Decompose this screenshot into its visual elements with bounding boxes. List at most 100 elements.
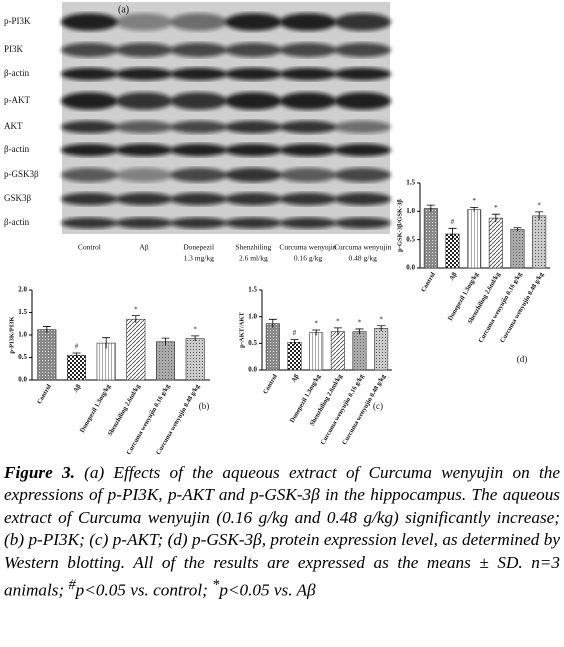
significance-marker: * (193, 326, 197, 334)
blot-column-dose: 2.6 ml/kg (239, 254, 268, 263)
blot-band (115, 217, 173, 229)
error-bar (355, 328, 364, 335)
blot-band (279, 13, 337, 31)
significance-marker: * (537, 202, 541, 210)
x-tick-label: Control (420, 271, 437, 293)
significance-marker: # (451, 218, 455, 226)
blot-band (334, 143, 392, 157)
error-bar (102, 337, 111, 349)
blot-band (115, 67, 173, 81)
bar (510, 229, 525, 269)
y-tick-label: 0.0 (18, 376, 27, 384)
x-tick-label: Curcuma wenyujin 0.48 g/kg (499, 271, 545, 344)
error-bar (535, 211, 544, 220)
bar (467, 209, 482, 269)
blot-band (334, 42, 392, 58)
blot-row-label: p-GSK3β (4, 169, 39, 179)
blot-column-label: Donepezil (183, 243, 214, 252)
significance-marker: # (293, 329, 297, 337)
blot-band (224, 120, 282, 134)
x-tick-label: Curcuma wenyujin 0.16 g/kg (319, 373, 365, 446)
blot-column-label: Control (78, 243, 101, 252)
bar (126, 318, 146, 381)
y-axis-label: p-AKT/AKT (238, 311, 245, 347)
blot-band (170, 120, 228, 134)
error-bar (377, 325, 386, 332)
x-tick-label: Aβ (72, 383, 82, 394)
bar (96, 342, 116, 381)
blot-column-dose: 0.48 g/kg (348, 254, 377, 263)
figure: (a) p-PI3K PI3K β-actin p-AKT AKT β-actin p-GS… (4, 2, 550, 456)
blot-band (170, 217, 228, 229)
x-tick-label: Control (262, 373, 279, 395)
y-tick-label: 0.5 (406, 235, 415, 243)
blot-band (60, 217, 118, 229)
blot-row-label: GSK3β (4, 193, 32, 203)
error-bar (161, 337, 170, 346)
panel-label: (b) (199, 401, 210, 411)
blot-band (279, 143, 337, 157)
x-tick-label: Aβ (290, 373, 300, 384)
blot-row-label: β-actin (4, 217, 30, 227)
significance-marker: * (379, 315, 383, 323)
blot-band (334, 92, 392, 110)
blot-row-label: p-PI3K (4, 16, 31, 26)
bar (185, 338, 205, 381)
significance-marker: * (134, 305, 138, 313)
blot-band (224, 67, 282, 81)
error-bar (290, 339, 299, 345)
error-bar (448, 227, 457, 240)
blot-column-label: Curcuma wenyujin (334, 243, 392, 252)
significance-marker: * (358, 319, 362, 327)
caption-text: p<0.05 vs. control; (75, 580, 213, 600)
y-tick-label: 0.0 (248, 366, 257, 374)
error-bar (42, 326, 51, 333)
panel-label: (d) (517, 354, 528, 364)
blot-band (115, 120, 173, 134)
caption-sup: * (212, 577, 220, 594)
blot-band (279, 92, 337, 110)
blot-band (170, 143, 228, 157)
y-tick-label: 0.5 (18, 353, 27, 361)
blot-band (115, 167, 173, 183)
bar (532, 215, 547, 269)
blot-band (170, 67, 228, 81)
blot-band (279, 120, 337, 134)
bar (352, 331, 367, 371)
significance-marker: * (472, 197, 476, 205)
blot-band (334, 120, 392, 134)
blot-column-label: Curcuma wenyujin (279, 243, 337, 252)
error-bar (333, 327, 342, 336)
blot-band (279, 42, 337, 58)
blot-row-label: β-actin (4, 144, 30, 154)
error-bar (491, 213, 500, 223)
caption-text: (a) Effects of the aqueous extract of Cu… (4, 463, 560, 600)
blot-band (60, 13, 118, 31)
y-axis-label: p-GSK-3β/GSK-3β (396, 199, 403, 252)
y-axis-label: p-PI3K/PI3K (8, 316, 15, 353)
bar (374, 328, 389, 371)
error-bar (513, 227, 522, 232)
blot-band (334, 13, 392, 31)
y-tick-label: 1.5 (248, 286, 257, 294)
x-tick-label: Donepezil 1.3mg/kg (79, 383, 113, 434)
x-tick-label: Curcuma wenyujin 0.16 g/kg (477, 271, 523, 344)
panel-label: (a) (118, 4, 129, 15)
blot-column-label: Shenzhiling (235, 243, 271, 252)
blot-band (334, 167, 392, 183)
blot-band (170, 192, 228, 206)
blot-band (224, 167, 282, 183)
blot-band (60, 67, 118, 81)
bar (287, 341, 302, 371)
blot-band (279, 192, 337, 206)
blot-column-dose: 1.3 mg/kg (183, 254, 214, 263)
blot-band (115, 13, 173, 31)
caption-sup: # (68, 577, 76, 594)
y-tick-label: 0.0 (406, 264, 415, 272)
blot-band (334, 217, 392, 229)
bar (67, 354, 86, 381)
blot-band (224, 143, 282, 157)
blot-column-label: Aβ (139, 243, 148, 252)
blot-band (224, 192, 282, 206)
